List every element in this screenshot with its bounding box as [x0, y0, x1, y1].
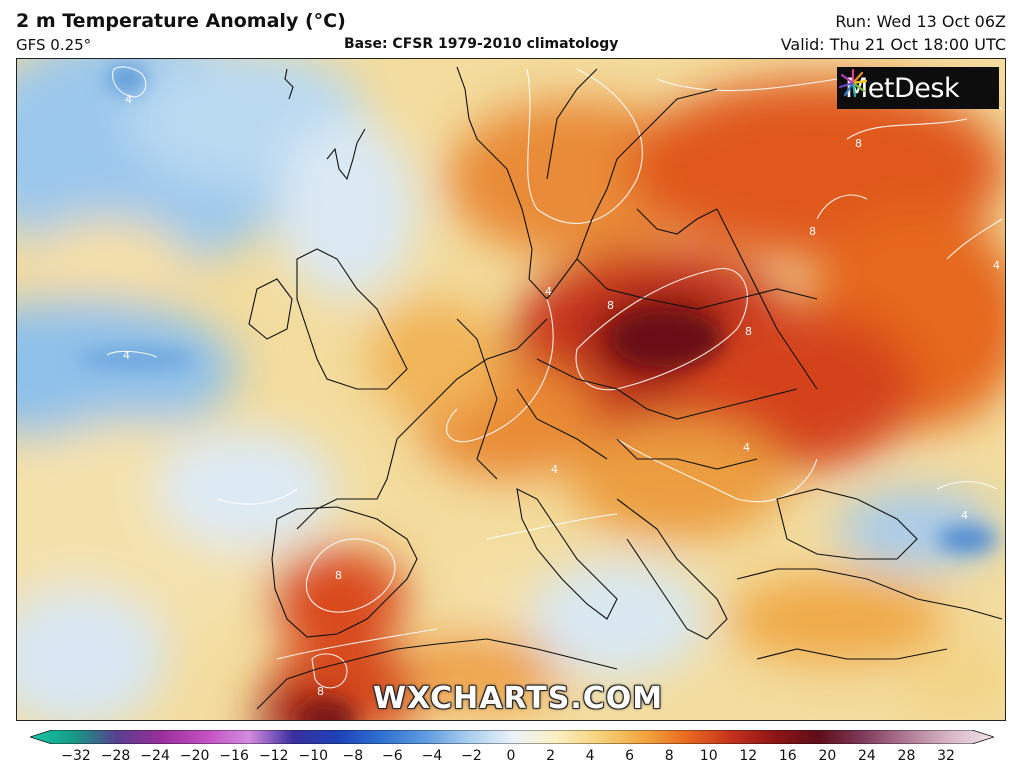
temperature-anomaly-map: 4 4 8 8 8 8 4 4 8 4 4 8 4 — [16, 58, 1006, 721]
model-label: GFS 0.25° — [16, 36, 92, 54]
contour-label: 8 — [855, 137, 862, 150]
metdesk-logo: MetDesk — [837, 67, 999, 109]
wxcharts-watermark: WXCHARTS.COM — [373, 681, 664, 716]
colorbar-tick-label: 24 — [857, 748, 876, 764]
contour-label: 8 — [745, 325, 752, 338]
colorbar-tick-label: 32 — [937, 748, 955, 764]
colorbar-tick-label: −32 — [61, 748, 91, 764]
valid-time-label: Valid: Thu 21 Oct 18:00 UTC — [780, 35, 1006, 54]
contour-label: 4 — [993, 259, 1000, 272]
run-time-label: Run: Wed 13 Oct 06Z — [835, 12, 1006, 31]
coastlines-borders — [248, 66, 1003, 710]
colorbar-tick-label: 12 — [739, 748, 758, 764]
anomaly-contours — [106, 66, 1003, 689]
contour-label: 4 — [545, 285, 552, 298]
contour-label: 4 — [961, 509, 968, 522]
colorbar-gradient — [30, 730, 994, 744]
colorbar-tick-label: −2 — [461, 748, 482, 764]
colorbar-tick-label: 10 — [699, 748, 718, 764]
colorbar-tick-label: 28 — [897, 748, 916, 764]
colorbar-tick-label: −24 — [140, 748, 170, 764]
chart-title: 2 m Temperature Anomaly (°C) — [16, 10, 346, 32]
colorbar — [30, 730, 994, 744]
colorbar-tick-label: 6 — [625, 748, 635, 764]
colorbar-tick-label: −20 — [179, 748, 210, 764]
contour-label: 4 — [551, 463, 558, 476]
climatology-base-label: Base: CFSR 1979-2010 climatology — [344, 36, 619, 52]
colorbar-tick-label: −4 — [421, 748, 443, 764]
colorbar-ticks: −32 −28 −24 −20 −16 −12 −10 −8 −6 −4 −2 0 2 4 6 8 10 12 16… — [0, 748, 1024, 770]
anomaly-field: 4 4 8 8 8 8 4 4 8 4 4 8 4 — [17, 59, 1005, 720]
colorbar-tick-label: 8 — [664, 748, 674, 764]
colorbar-tick-label: 0 — [506, 748, 516, 764]
colorbar-tick-label: −12 — [258, 748, 289, 764]
contour-label: 8 — [809, 225, 816, 238]
colorbar-tick-label: 20 — [818, 748, 837, 764]
contour-label: 4 — [125, 93, 132, 106]
colorbar-tick-label: −16 — [219, 748, 249, 764]
contour-label: 4 — [123, 349, 130, 362]
colorbar-tick-label: 4 — [585, 748, 595, 764]
contour-label: 8 — [607, 299, 614, 312]
colorbar-tick-label: 16 — [778, 748, 797, 764]
colorbar-tick-label: −8 — [342, 748, 364, 764]
colorbar-tick-label: −10 — [298, 748, 329, 764]
contour-label: 8 — [335, 569, 342, 582]
colorbar-tick-label: −28 — [100, 748, 131, 764]
colorbar-tick-label: −6 — [382, 748, 403, 764]
colorbar-tick-label: 2 — [546, 748, 555, 764]
contour-label: 8 — [317, 685, 324, 698]
metdesk-logo-text: MetDesk — [845, 72, 960, 104]
contour-labels: 4 4 8 8 8 8 4 4 8 4 4 8 4 — [123, 93, 1000, 698]
contour-label: 4 — [743, 441, 750, 454]
metdesk-starburst-icon — [838, 68, 868, 98]
